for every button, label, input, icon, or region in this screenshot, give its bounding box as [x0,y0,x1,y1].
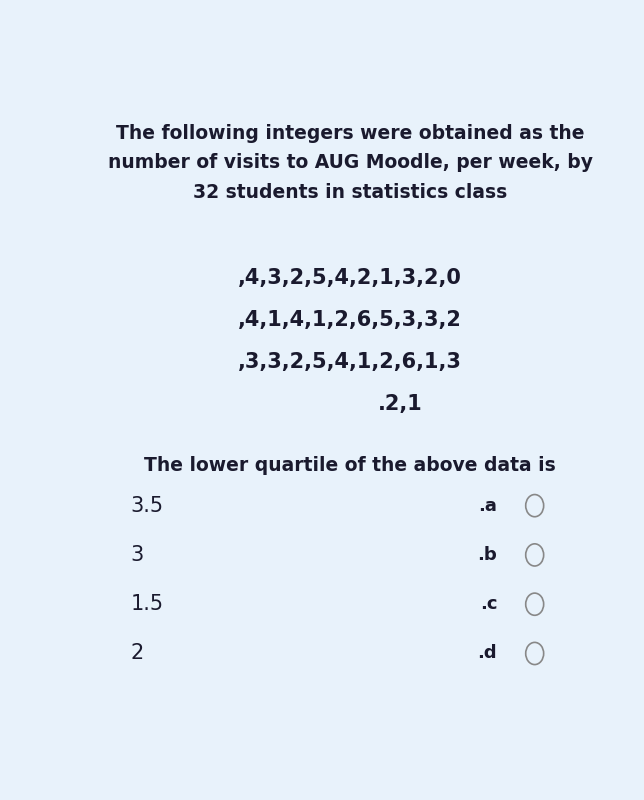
Text: 1.5: 1.5 [130,594,164,614]
Text: .2,1: .2,1 [377,394,422,414]
Text: The lower quartile of the above data is: The lower quartile of the above data is [144,456,556,475]
Text: ,4,3,2,5,4,2,1,3,2,0: ,4,3,2,5,4,2,1,3,2,0 [238,269,462,289]
Text: ,3,3,2,5,4,1,2,6,1,3: ,3,3,2,5,4,1,2,6,1,3 [238,352,462,372]
Text: 3.5: 3.5 [130,496,164,516]
Text: .a: .a [478,497,497,514]
Text: .d: .d [478,645,497,662]
Text: .c: .c [480,595,497,613]
Text: 3: 3 [130,545,144,565]
Text: number of visits to AUG Moodle, per week, by: number of visits to AUG Moodle, per week… [108,154,592,172]
Text: The following integers were obtained as the: The following integers were obtained as … [116,124,584,142]
Text: ,4,1,4,1,2,6,5,3,3,2: ,4,1,4,1,2,6,5,3,3,2 [238,310,462,330]
Text: .b: .b [477,546,497,564]
Text: 32 students in statistics class: 32 students in statistics class [193,183,507,202]
Text: 2: 2 [130,643,144,663]
